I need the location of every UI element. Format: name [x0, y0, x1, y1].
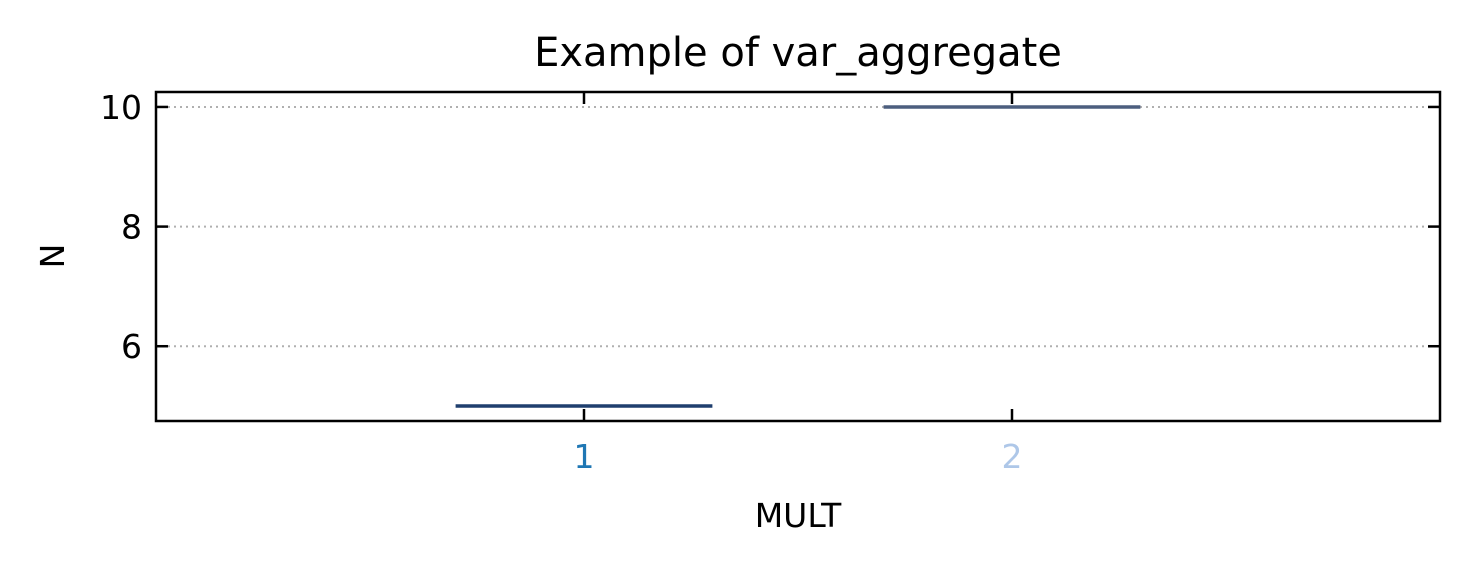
y-gridlines [156, 105, 1440, 348]
y-axis-label: N [33, 244, 72, 269]
x-axis-label: MULT [755, 496, 842, 535]
x-tick-label: 1 [574, 437, 595, 476]
plot-frame [154, 90, 1442, 423]
box-marks [455, 105, 1141, 408]
x-tick-label: 2 [1002, 437, 1023, 476]
y-tick-label: 10 [100, 88, 142, 127]
y-tick-label: 8 [121, 208, 142, 247]
y-tick-label: 6 [121, 327, 142, 366]
chart-title: Example of var_aggregate [534, 30, 1062, 76]
